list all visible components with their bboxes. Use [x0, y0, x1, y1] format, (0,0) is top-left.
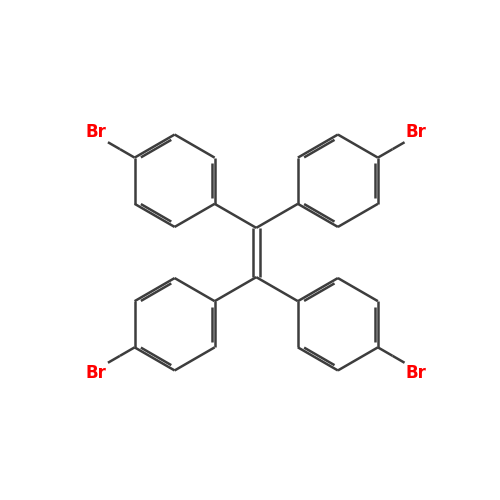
- Text: Br: Br: [406, 124, 427, 142]
- Text: Br: Br: [86, 364, 106, 382]
- Text: Br: Br: [86, 124, 106, 142]
- Text: Br: Br: [406, 364, 427, 382]
